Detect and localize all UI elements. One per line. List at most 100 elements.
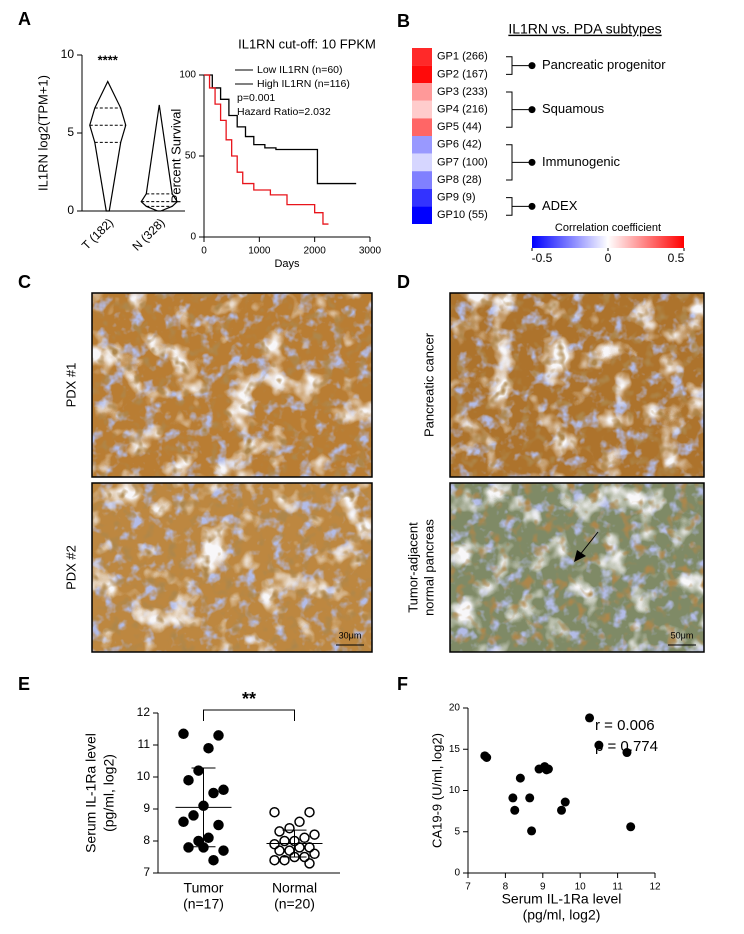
significance: **: [242, 689, 256, 709]
y-axis-label: (pg/ml, log2): [101, 754, 117, 832]
data-point: [626, 822, 636, 832]
data-point: [203, 832, 214, 844]
x-tick-label: 10: [575, 882, 587, 893]
data-point: [294, 842, 305, 853]
heatmap-cell: [412, 83, 432, 101]
row-label: GP9 (9): [437, 192, 476, 204]
arrow: [578, 531, 599, 557]
group-label: Pancreatic progenitor: [542, 57, 666, 72]
y-tick-label: 8: [143, 833, 150, 847]
data-point: [274, 845, 285, 856]
data-point: [213, 819, 224, 831]
x-tick-label: Tumor: [184, 880, 224, 896]
significance: ****: [98, 52, 119, 67]
image-label: normal pancreas: [421, 519, 436, 616]
data-point: [183, 774, 194, 786]
scale-bar-label: 30μm: [339, 630, 362, 640]
row-label: GP10 (55): [437, 209, 488, 221]
data-point: [183, 842, 194, 853]
image-label: Pancreatic cancer: [421, 332, 436, 437]
data-point: [560, 797, 570, 807]
y-tick-label: 0: [454, 868, 460, 879]
data-point: [309, 848, 320, 860]
row-label: GP2 (167): [437, 68, 488, 80]
heatmap-cell: [412, 48, 432, 66]
data-point: [294, 816, 305, 828]
image-label: Tumor-adjacent: [405, 522, 420, 613]
y-tick-label: 15: [449, 744, 461, 755]
data-point: [622, 748, 632, 758]
colorbar-tick-label: 0: [605, 251, 612, 265]
group-label: Immunogenic: [542, 154, 621, 169]
row-label: GP3 (233): [437, 86, 488, 98]
data-point: [594, 740, 604, 750]
y-tick-label: 10: [137, 769, 151, 783]
y-tick-label: 7: [143, 865, 150, 879]
y-axis-label: Percent Survival: [168, 109, 183, 204]
heatmap-cell: [412, 100, 432, 119]
micrograph-texture: [92, 293, 372, 477]
group-bracket: [506, 56, 532, 75]
data-point: [274, 826, 285, 837]
data-point: [218, 845, 229, 856]
x-axis-label: Serum IL-1Ra level: [502, 891, 622, 907]
group-label: Squamous: [542, 101, 605, 116]
y-tick-label: 11: [138, 737, 151, 751]
data-point: [269, 838, 280, 850]
annotation: p=0.001: [237, 92, 275, 104]
y-tick-label: 0: [67, 203, 74, 217]
chart-title: IL1RN cut-off: 10 FPKM: [238, 36, 376, 51]
data-point: [213, 730, 224, 741]
violin: [140, 104, 179, 212]
y-tick-label: 9: [143, 801, 150, 815]
data-point: [279, 835, 290, 847]
data-point: [208, 854, 219, 866]
panel-letter: F: [397, 674, 408, 694]
group-bracket: [506, 144, 532, 181]
colorbar: [532, 236, 684, 248]
scale-bar-label: 50μm: [671, 630, 694, 640]
row-label: GP7 (100): [437, 156, 488, 168]
group-dot: [528, 106, 536, 114]
x-tick-label: 8: [503, 882, 509, 893]
survival-curve: [204, 74, 357, 185]
data-point: [178, 728, 189, 740]
data-point: [284, 845, 295, 856]
row-label: GP6 (42): [437, 139, 482, 151]
y-tick-label: 10: [449, 785, 461, 796]
y-tick-label: 50: [185, 151, 197, 162]
micrograph-frame: [449, 482, 705, 653]
heatmap-cell: [412, 65, 432, 84]
sd-bar: [191, 767, 216, 848]
row-label: GP5 (44): [437, 121, 482, 133]
data-point: [279, 854, 290, 866]
data-point: [269, 854, 280, 866]
y-axis-label: CA19-9 (U/ml, log2): [429, 733, 444, 848]
x-tick-label: 2000: [304, 246, 327, 257]
x-tick-label: 3000: [359, 246, 382, 257]
violin: [89, 80, 127, 212]
x-tick-label: 12: [649, 882, 661, 893]
heatmap-cell: [412, 188, 432, 207]
annotation: r = 0.006: [595, 717, 655, 734]
heatmap-cell: [412, 206, 432, 224]
x-tick-label: (n=20): [274, 896, 315, 912]
x-tick-label: 11: [612, 882, 623, 893]
data-point: [510, 805, 520, 815]
heatmap-cell: [412, 153, 432, 172]
colorbar-label: Correlation coefficient: [555, 222, 661, 234]
data-point: [304, 806, 315, 818]
y-tick-label: 10: [61, 47, 75, 61]
y-tick-label: 100: [179, 70, 196, 81]
group-bracket: [506, 197, 532, 216]
group-dot: [528, 62, 536, 70]
group-dot: [528, 158, 536, 166]
data-point: [585, 713, 595, 723]
y-tick-label: 12: [137, 705, 151, 719]
x-axis-label: Days: [274, 258, 300, 270]
heatmap-cell: [412, 118, 432, 136]
x-tick-label: 9: [540, 882, 546, 893]
micrograph-texture: [450, 483, 704, 652]
sd-bar: [282, 829, 307, 858]
